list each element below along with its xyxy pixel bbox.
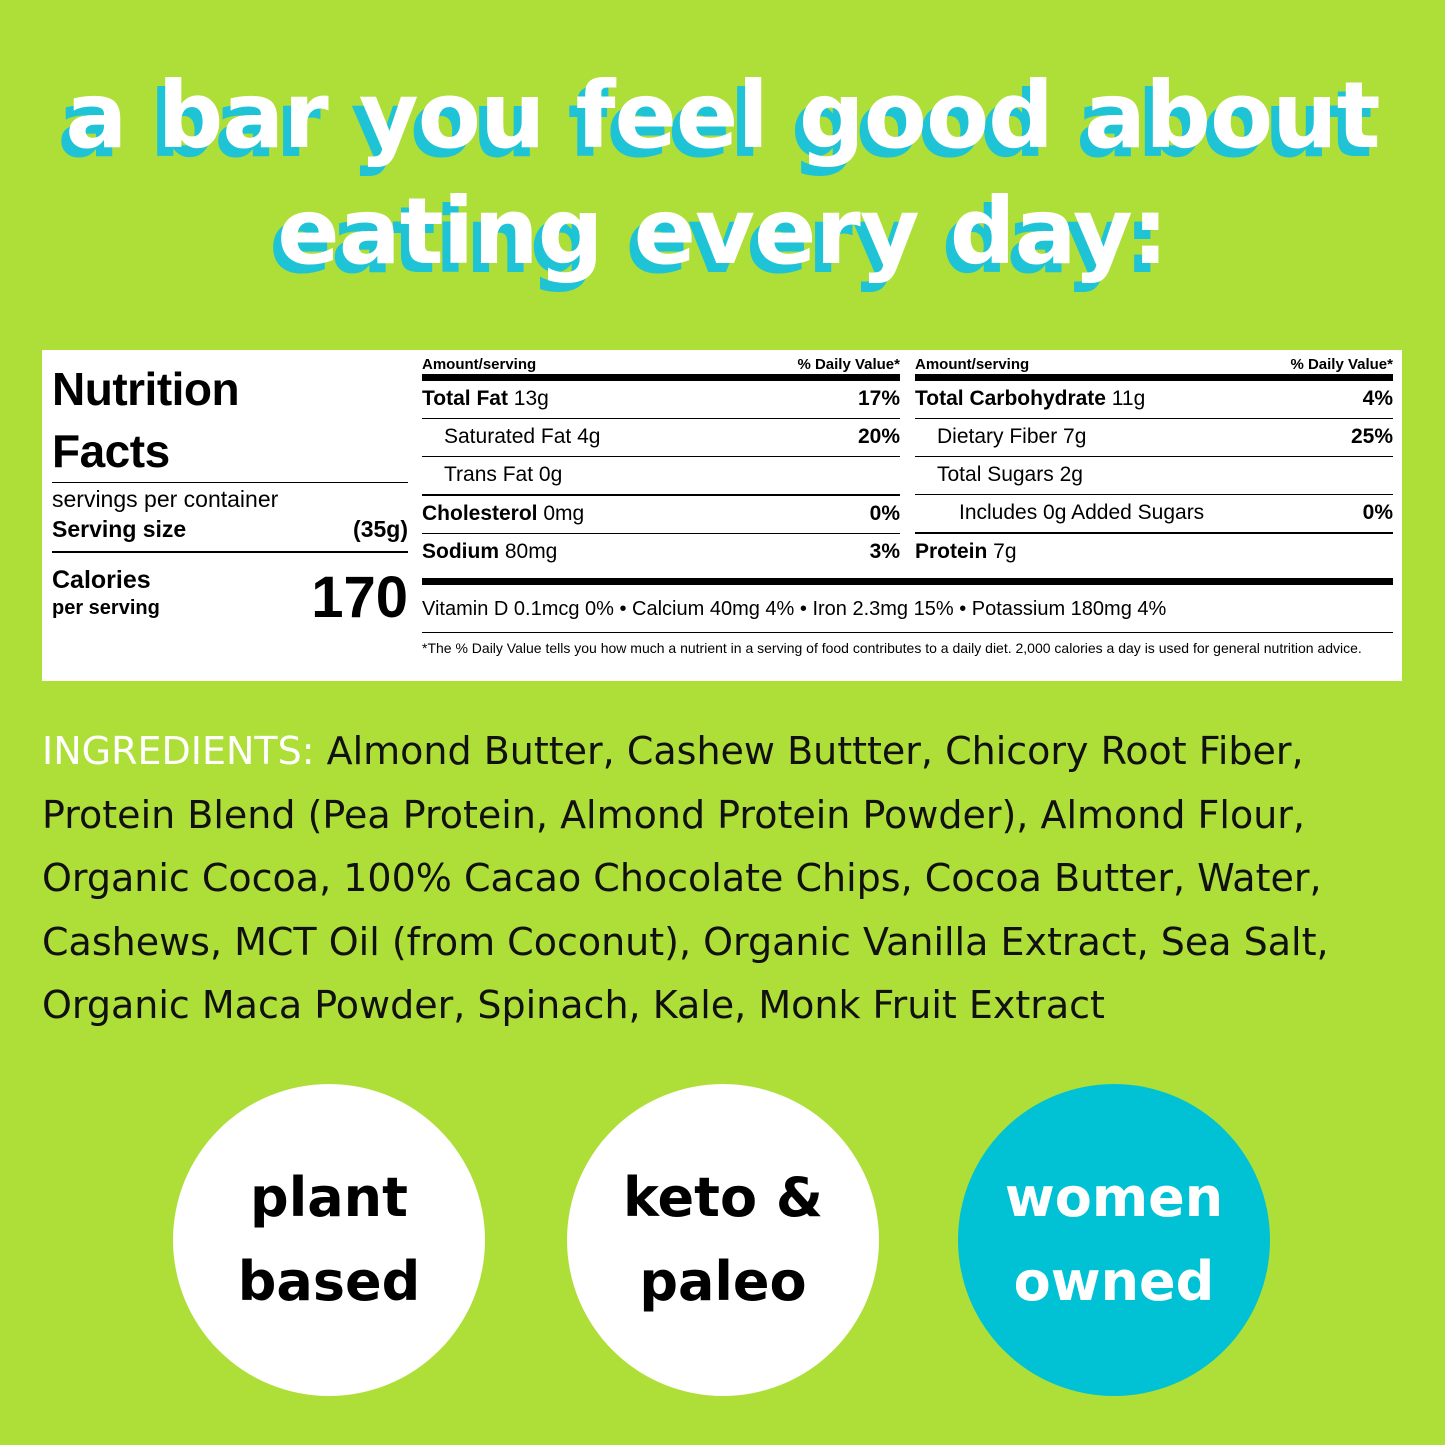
serving-size: Serving size (35g) <box>52 513 408 545</box>
daily-value-footnote: *The % Daily Value tells you how much a … <box>422 640 1362 656</box>
daily-value-header: % Daily Value* <box>797 356 900 373</box>
vitamins-minerals: Vitamin D 0.1mcg 0% • Calcium 40mg 4% • … <box>422 598 1167 620</box>
ingredients-text: Almond Butter, Cashew Buttter, Chicory R… <box>42 729 1329 1027</box>
nutrient-row: Saturated Fat 4g 20% <box>444 425 900 448</box>
ingredients-label: INGREDIENTS: <box>42 729 315 773</box>
nutrient-row: Total Fat 13g 17% <box>422 387 900 410</box>
nutrition-title-line-1: Nutrition <box>52 363 240 415</box>
headline: a bar you feel good about eating every d… <box>0 58 1445 290</box>
ingredients-list: INGREDIENTS: Almond Butter, Cashew Buttt… <box>42 720 1432 1038</box>
divider <box>422 578 1393 585</box>
divider <box>52 551 408 553</box>
amount-header: Amount/serving <box>422 356 537 373</box>
nutrition-summary: Nutrition Facts servings per container S… <box>52 358 408 631</box>
nutrient-column-left: Amount/serving % Daily Value* Total Fat … <box>422 356 900 571</box>
nutrient-row: Total Carbohydrate 11g 4% <box>915 387 1393 410</box>
daily-value-header: % Daily Value* <box>1290 356 1393 373</box>
calories-label: Calories <box>52 566 151 594</box>
nutrient-column-right: Amount/serving % Daily Value* Total Carb… <box>915 356 1393 571</box>
nutrient-row: Cholesterol 0mg 0% <box>422 502 900 525</box>
nutrient-row: Sodium 80mg 3% <box>422 540 900 563</box>
divider <box>422 374 900 381</box>
serving-size-label: Serving size <box>52 516 187 542</box>
calories-value: 170 <box>311 565 408 630</box>
badge-women-owned: women owned <box>958 1084 1270 1396</box>
nutrient-row: Trans Fat 0g <box>444 463 563 486</box>
nutrient-row: Includes 0g Added Sugars 0% <box>959 501 1393 524</box>
nutrition-facts-panel: Nutrition Facts servings per container S… <box>42 350 1402 681</box>
headline-line-1: a bar you feel good about <box>65 62 1380 169</box>
divider <box>915 374 1393 381</box>
amount-header: Amount/serving <box>915 356 1030 373</box>
column-header: Amount/serving % Daily Value* <box>915 356 1393 374</box>
calories-block: Calories per serving 170 <box>52 553 408 631</box>
nutrition-title-line-2: Facts <box>52 425 170 477</box>
calories-sub-label: per serving <box>52 597 160 619</box>
badge-keto-paleo: keto & paleo <box>567 1084 879 1396</box>
nutrition-title: Nutrition Facts <box>52 358 408 482</box>
serving-size-value: (35g) <box>353 516 408 542</box>
nutrient-row: Dietary Fiber 7g 25% <box>937 425 1393 448</box>
servings-per-container: servings per container <box>52 486 279 512</box>
nutrient-row: Protein 7g <box>915 540 1017 563</box>
divider <box>52 482 408 483</box>
headline-line-2: eating every day: <box>277 178 1168 285</box>
nutrient-row: Total Sugars 2g <box>937 463 1083 486</box>
column-header: Amount/serving % Daily Value* <box>422 356 900 374</box>
divider <box>422 632 1393 633</box>
badge-plant-based: plant based <box>173 1084 485 1396</box>
